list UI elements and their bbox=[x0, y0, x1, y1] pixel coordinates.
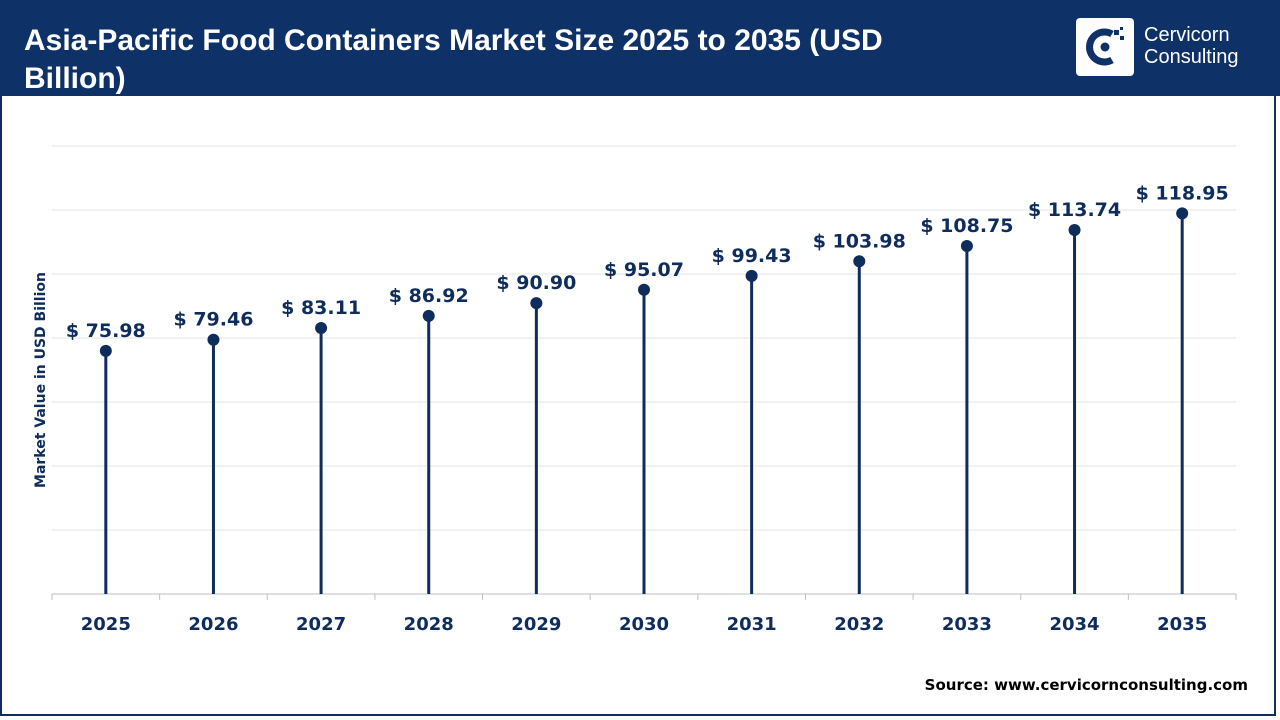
x-tick-label: 2027 bbox=[296, 614, 346, 635]
data-label: $ 75.98 bbox=[66, 320, 146, 342]
data-label: $ 90.90 bbox=[496, 272, 576, 294]
data-label: $ 79.46 bbox=[173, 309, 253, 331]
chart-title: Asia-Pacific Food Containers Market Size… bbox=[24, 24, 883, 95]
lollipop-dot bbox=[1176, 207, 1189, 220]
lollipop-dot bbox=[745, 269, 758, 282]
lollipop-dot bbox=[1068, 224, 1081, 237]
x-axis: 2025 2026 2027 2028 2029 2030 2031 2032 2033 2034… bbox=[51, 593, 1237, 635]
data-label: $ 103.98 bbox=[813, 230, 906, 252]
x-tick-label: 2031 bbox=[727, 614, 777, 635]
lollipop-dot bbox=[99, 344, 112, 357]
logo-text: Cervicorn Consulting bbox=[1144, 24, 1239, 68]
data-marks: $ 75.98 $ 79.46 $ 83.11 $ 86.92 $ 90.90 $ 95.… bbox=[66, 182, 1229, 594]
x-tick-label: 2035 bbox=[1157, 614, 1207, 635]
logo-icon bbox=[1076, 18, 1134, 76]
x-tick-label: 2033 bbox=[942, 614, 992, 635]
lollipop-dot bbox=[207, 333, 220, 346]
x-tick-label: 2029 bbox=[511, 614, 561, 635]
x-tick-label: 2032 bbox=[834, 614, 884, 635]
x-tick-label: 2025 bbox=[81, 614, 131, 635]
lollipop-dot bbox=[530, 297, 543, 310]
logo-line-1: Cervicorn bbox=[1144, 24, 1230, 46]
lollipop-dot bbox=[638, 283, 650, 296]
lollipop-dot bbox=[853, 255, 866, 268]
lollipop-dot bbox=[315, 322, 328, 335]
data-label: $ 95.07 bbox=[604, 259, 684, 281]
logo-line-2: Consulting bbox=[1144, 46, 1239, 68]
x-tick-label: 2028 bbox=[404, 614, 454, 635]
data-label: $ 99.43 bbox=[712, 245, 792, 267]
lollipop-dot bbox=[422, 309, 435, 322]
x-tick-label: 2034 bbox=[1049, 614, 1099, 635]
header-bar: Asia-Pacific Food Containers Market Size… bbox=[0, 0, 1280, 96]
lollipop-dot bbox=[960, 240, 973, 252]
data-label: $ 118.95 bbox=[1136, 182, 1229, 204]
company-logo: Cervicorn Consulting bbox=[1076, 18, 1266, 76]
x-tick-label: 2030 bbox=[619, 614, 669, 635]
data-label: $ 83.11 bbox=[281, 297, 361, 319]
x-tick-label: 2026 bbox=[188, 614, 238, 635]
data-label: $ 113.74 bbox=[1028, 199, 1121, 221]
source-note: Source: www.cervicornconsulting.com bbox=[924, 676, 1248, 694]
data-label: $ 108.75 bbox=[920, 215, 1013, 237]
y-axis-label: Market Value in USD Billion bbox=[33, 272, 49, 488]
data-label: $ 86.92 bbox=[389, 285, 469, 307]
